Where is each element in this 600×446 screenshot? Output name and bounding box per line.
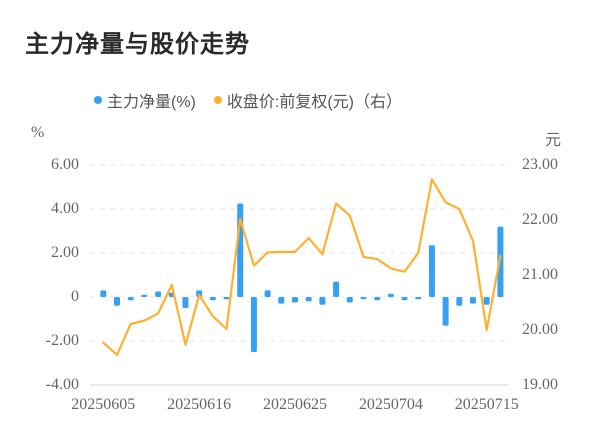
right-axis-tick: 22.00 (522, 211, 558, 228)
price-line[interactable] (102, 178, 502, 356)
bar-main-net-volume[interactable] (483, 297, 490, 305)
legend: 主力净量(%) 收盘价:前复权(元)（右） (94, 88, 402, 112)
left-axis-tick: -2.00 (45, 332, 79, 349)
left-axis-tick: -4.00 (45, 376, 79, 393)
bar-main-net-volume[interactable] (237, 203, 244, 298)
bar-main-net-volume[interactable] (319, 297, 326, 305)
bar-main-net-volume[interactable] (387, 293, 394, 297)
legend-label: 主力净量(%) (107, 94, 196, 111)
bar-main-net-volume[interactable] (292, 297, 299, 303)
x-axis-tick: 20250625 (263, 396, 327, 413)
bar-main-net-volume[interactable] (127, 297, 134, 301)
bar-main-net-volume[interactable] (442, 297, 449, 326)
bar-main-net-volume[interactable] (209, 297, 216, 301)
bar-main-net-volume[interactable] (223, 297, 230, 300)
bar-main-net-volume[interactable] (141, 294, 148, 297)
bar-main-net-volume[interactable] (428, 245, 435, 297)
bar-main-net-volume[interactable] (333, 281, 340, 297)
bar-main-net-volume[interactable] (401, 297, 408, 301)
bar-main-net-volume[interactable] (250, 297, 257, 352)
bar-main-net-volume[interactable] (497, 226, 504, 297)
bar-main-net-volume[interactable] (360, 297, 367, 300)
bar-main-net-volume[interactable] (456, 297, 463, 306)
legend-marker-dot-icon (213, 96, 222, 104)
bar-main-net-volume[interactable] (182, 297, 189, 308)
bar-main-net-volume[interactable] (100, 290, 107, 297)
bar-main-net-volume[interactable] (346, 297, 353, 303)
bar-main-net-volume[interactable] (278, 297, 285, 304)
left-axis-tick: 4.00 (51, 200, 79, 217)
legend-item-main-net-volume[interactable]: 主力净量(%) (94, 88, 196, 112)
bar-main-net-volume[interactable] (374, 297, 381, 301)
bar-main-net-volume[interactable] (264, 290, 271, 297)
chart-title: 主力净量与股价走势 (25, 31, 250, 58)
left-axis-tick: 6.00 (51, 156, 79, 173)
x-axis-tick: 20250605 (71, 396, 136, 413)
bar-main-net-volume[interactable] (155, 291, 162, 298)
right-axis-tick: 23.00 (522, 156, 558, 173)
right-axis-unit: 元 (545, 132, 562, 149)
left-axis-tick: 2.00 (51, 244, 79, 261)
bar-main-net-volume[interactable] (470, 297, 477, 304)
right-axis-tick: 19.00 (522, 376, 558, 393)
legend-item-close-price[interactable]: 收盘价:前复权(元)（右） (213, 88, 402, 112)
bar-main-net-volume[interactable] (113, 297, 120, 306)
legend-marker-dot-icon (94, 96, 102, 104)
bar-main-net-volume[interactable] (415, 297, 422, 300)
bar-main-net-volume[interactable] (305, 297, 312, 302)
right-axis-tick: 20.00 (522, 321, 558, 338)
x-axis-tick: 20250616 (167, 396, 232, 413)
left-axis-unit: % (31, 124, 45, 141)
x-axis-tick: 20250715 (454, 396, 519, 413)
left-axis-tick: 0 (71, 288, 79, 305)
legend-label: 收盘价:前复权(元)（右） (226, 94, 402, 111)
right-axis-tick: 21.00 (522, 266, 558, 283)
x-axis-tick: 20250704 (358, 396, 423, 413)
